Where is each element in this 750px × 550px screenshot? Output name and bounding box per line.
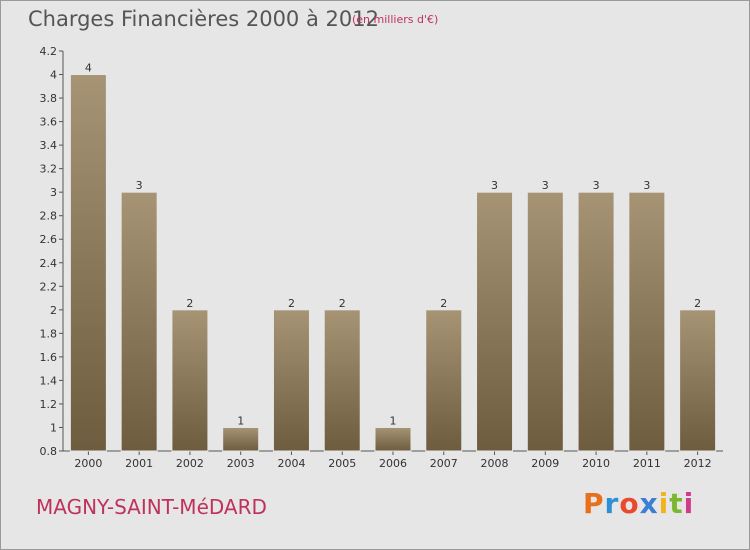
data-label: 2 [440, 297, 447, 310]
labels: 2000 4 2001 3 2002 2 2003 1 2004 2 2005 2 2006 1 2007 2… [74, 62, 711, 470]
bars [69, 74, 717, 452]
data-label: 4 [85, 62, 92, 75]
bar [120, 191, 158, 452]
bar [374, 426, 412, 452]
bar [272, 309, 310, 452]
bar [69, 74, 107, 452]
logo-letter: P [583, 487, 605, 520]
x-tick-label: 2011 [633, 457, 661, 470]
y-tick-label: 1.4 [40, 374, 58, 387]
data-label: 2 [288, 297, 295, 310]
bar [476, 191, 514, 452]
bar [577, 191, 615, 452]
y-tick-label: 3.2 [40, 163, 58, 176]
y-tick-label: 2.2 [40, 280, 58, 293]
data-label: 3 [593, 179, 600, 192]
y-tick-label: 1.8 [40, 327, 58, 340]
y-tick-label: 2.6 [40, 233, 58, 246]
data-label: 3 [491, 179, 498, 192]
proxiti-logo: Proxiti [583, 487, 694, 520]
bar [628, 191, 666, 452]
bar [425, 309, 463, 452]
x-tick-label: 2004 [277, 457, 305, 470]
y-tick-label: 2.8 [40, 210, 58, 223]
y-tick-label: 0.8 [40, 445, 58, 458]
logo-letter: t [669, 487, 684, 520]
y-tick-label: 2.4 [40, 257, 58, 270]
data-label: 1 [237, 414, 244, 427]
y-tick-label: 4.2 [40, 45, 58, 58]
axes: 0.8 1 1.2 1.4 1.6 1.8 2 2.2 2.4 2.6 2.8 3 3.2 3.4 3.6 3… [40, 45, 723, 458]
data-label: 2 [339, 297, 346, 310]
bar [323, 309, 361, 452]
chart-title: Charges Financières 2000 à 2012 [28, 7, 379, 31]
y-tick-label: 3.6 [40, 116, 58, 129]
bar [171, 309, 209, 452]
x-tick-label: 2002 [176, 457, 204, 470]
x-tick-label: 2008 [481, 457, 509, 470]
y-tick-label: 1.6 [40, 351, 58, 364]
commune-name: MAGNY-SAINT-MéDARD [36, 495, 267, 519]
data-label: 3 [643, 179, 650, 192]
x-tick-label: 2003 [227, 457, 255, 470]
y-tick-label: 1.2 [40, 398, 58, 411]
x-tick-label: 2012 [684, 457, 712, 470]
data-label: 3 [542, 179, 549, 192]
data-label: 1 [390, 414, 397, 427]
x-tick-label: 2006 [379, 457, 407, 470]
x-tick-label: 2007 [430, 457, 458, 470]
data-label: 2 [694, 297, 701, 310]
logo-letter: i [658, 487, 670, 520]
chart-subtitle: (en milliers d'€) [352, 13, 439, 26]
y-tick-label: 3.8 [40, 92, 58, 105]
bar [526, 191, 564, 452]
y-tick-label: 1 [50, 421, 57, 434]
x-tick-label: 2010 [582, 457, 610, 470]
data-label: 2 [186, 297, 193, 310]
x-tick-label: 2005 [328, 457, 356, 470]
logo-letter: i [683, 487, 695, 520]
x-tick-label: 2009 [531, 457, 559, 470]
y-tick-label: 2 [50, 304, 57, 317]
y-tick-label: 4 [50, 69, 57, 82]
bar [222, 426, 260, 452]
bar [679, 309, 717, 452]
y-tick-label: 3.4 [40, 139, 58, 152]
data-label: 3 [136, 179, 143, 192]
logo-letter: o [619, 487, 640, 520]
logo-letter: x [639, 487, 659, 520]
y-tick-label: 3 [50, 186, 57, 199]
x-tick-label: 2000 [74, 457, 102, 470]
x-tick-label: 2001 [125, 457, 153, 470]
logo-letter: r [604, 487, 620, 520]
